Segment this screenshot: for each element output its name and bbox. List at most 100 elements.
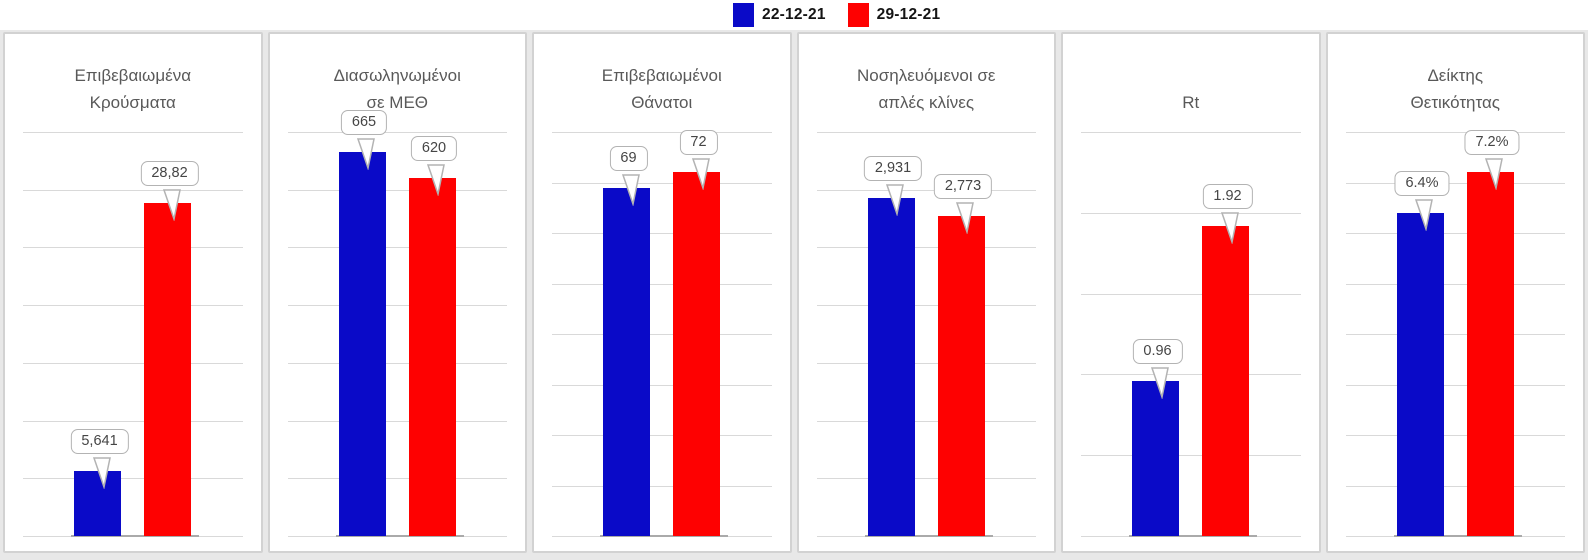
callout-tail-icon xyxy=(955,202,974,234)
x-axis-line xyxy=(864,535,993,537)
gridline xyxy=(287,362,507,364)
data-label-callout: 2,931 xyxy=(863,155,923,181)
gridline xyxy=(552,334,772,335)
gridline xyxy=(816,362,1036,364)
panel-title-line: Θετικότητας xyxy=(1410,93,1500,112)
callout-tail-icon xyxy=(356,138,375,171)
data-label-callout: 72 xyxy=(679,130,718,156)
gridline xyxy=(1081,293,1301,295)
plot-area: 0.96 1.92 xyxy=(1063,34,1319,551)
callout-tail-icon xyxy=(621,173,640,206)
callout-tail-icon xyxy=(1414,199,1433,231)
gridline xyxy=(287,132,507,133)
panel-title: Διασωληνωμένοι σε ΜΕΘ xyxy=(274,42,522,116)
gridline xyxy=(1345,334,1565,335)
plot-area: 6.4% 7.2% xyxy=(1328,34,1584,551)
gridline xyxy=(1345,283,1565,285)
callout-tail-icon xyxy=(1150,367,1169,399)
chart-panel: Νοσηλευόμενοι σε απλές κλίνες 2,931 2,773 xyxy=(796,32,1056,553)
gridline xyxy=(1081,212,1301,214)
data-label-callout: 5,641 xyxy=(70,428,129,454)
gridline xyxy=(1345,435,1565,436)
chart-panel: Δείκτης Θετικότητας 6.4% 7.2% xyxy=(1325,32,1585,553)
gridline xyxy=(816,420,1036,422)
x-axis-line xyxy=(1393,535,1522,537)
panel-title: Επιβεβαιωμένα Κρούσματα xyxy=(9,42,257,116)
gridline xyxy=(287,420,507,422)
data-label-callout: 2,773 xyxy=(933,173,993,199)
callout-tail-icon xyxy=(885,183,904,216)
data-label-callout: 1.92 xyxy=(1202,183,1253,209)
gridline xyxy=(816,478,1036,480)
plot-area: 69 72 xyxy=(534,34,790,551)
callout-tail-icon xyxy=(162,189,181,222)
chart-legend: 22-12-21 29-12-21 xyxy=(733,1,963,29)
gridline xyxy=(552,132,772,133)
gridline xyxy=(1345,132,1565,133)
x-axis-line xyxy=(1129,535,1257,537)
gridline xyxy=(23,478,243,480)
legend-label: 22-12-21 xyxy=(762,6,826,23)
gridline xyxy=(287,305,507,307)
gridline xyxy=(816,132,1036,133)
panel-title-line: Επιβεβαιωμένα xyxy=(74,66,192,85)
callout-tail-icon xyxy=(1220,211,1239,244)
callout-tail-icon xyxy=(426,164,445,197)
bar-29-12-21 xyxy=(144,203,191,536)
bar-22-12-21 xyxy=(338,152,386,536)
panel-title-line: Δείκτης xyxy=(1427,66,1484,85)
gridline xyxy=(287,247,507,249)
gridline xyxy=(23,362,243,364)
gridline xyxy=(287,478,507,480)
panel-title-line: Επιβεβαιωμένοι xyxy=(601,66,722,85)
panel-title-line: Διασωληνωμένοι xyxy=(333,66,461,85)
data-label-callout: 0.96 xyxy=(1132,338,1183,364)
x-axis-line xyxy=(71,535,199,537)
plot-area: 5,641 28,82 xyxy=(5,34,261,551)
bar-29-12-21 xyxy=(937,215,985,536)
panel-title-line: σε ΜΕΘ xyxy=(366,93,429,112)
gridline xyxy=(1345,182,1565,184)
gridline xyxy=(23,305,243,307)
bar-22-12-21 xyxy=(1132,380,1179,536)
bar-29-12-21 xyxy=(1202,225,1249,536)
legend-swatch-red-icon xyxy=(847,3,869,27)
gridline xyxy=(816,305,1036,307)
data-label-callout: 665 xyxy=(340,110,388,136)
gridline xyxy=(552,233,772,234)
panel-title: Νοσηλευόμενοι σε απλές κλίνες xyxy=(803,42,1051,116)
gridline xyxy=(1345,485,1565,487)
bar-29-12-21 xyxy=(673,172,720,536)
gridline xyxy=(1081,374,1301,376)
gridline xyxy=(1081,132,1301,133)
data-label-callout: 6.4% xyxy=(1394,170,1450,196)
gridline xyxy=(287,189,507,191)
legend-swatch-blue-icon xyxy=(733,3,754,27)
bar-22-12-21 xyxy=(867,197,915,536)
gridline xyxy=(552,485,772,487)
gridline xyxy=(23,420,243,422)
gridline xyxy=(816,247,1036,249)
panel-title-line: Θάνατοι xyxy=(631,93,693,112)
bar-22-12-21 xyxy=(74,470,121,536)
chart-panel: Διασωληνωμένοι σε ΜΕΘ 665 620 xyxy=(267,32,527,553)
bar-29-12-21 xyxy=(408,178,456,536)
data-label-callout: 620 xyxy=(410,136,458,162)
chart-panel: Επιβεβαιωμένα Κρούσματα 5,641 28,82 xyxy=(3,32,263,553)
panel-title: Rt xyxy=(1067,42,1315,116)
plot-area: 665 620 xyxy=(270,34,526,551)
gridline xyxy=(816,189,1036,191)
panel-title-line: Κρούσματα xyxy=(89,93,176,112)
bar-29-12-21 xyxy=(1466,172,1514,536)
data-label-callout: 7.2% xyxy=(1464,130,1520,156)
callout-tail-icon xyxy=(691,158,710,191)
gridline xyxy=(1081,455,1301,457)
gridline xyxy=(23,132,243,133)
panel-title: Δείκτης Θετικότητας xyxy=(1332,42,1580,116)
x-axis-line xyxy=(600,535,728,537)
legend-item: 22-12-21 xyxy=(733,3,826,27)
bar-22-12-21 xyxy=(1396,212,1444,536)
gridline xyxy=(552,182,772,184)
legend-item: 29-12-21 xyxy=(847,3,941,27)
